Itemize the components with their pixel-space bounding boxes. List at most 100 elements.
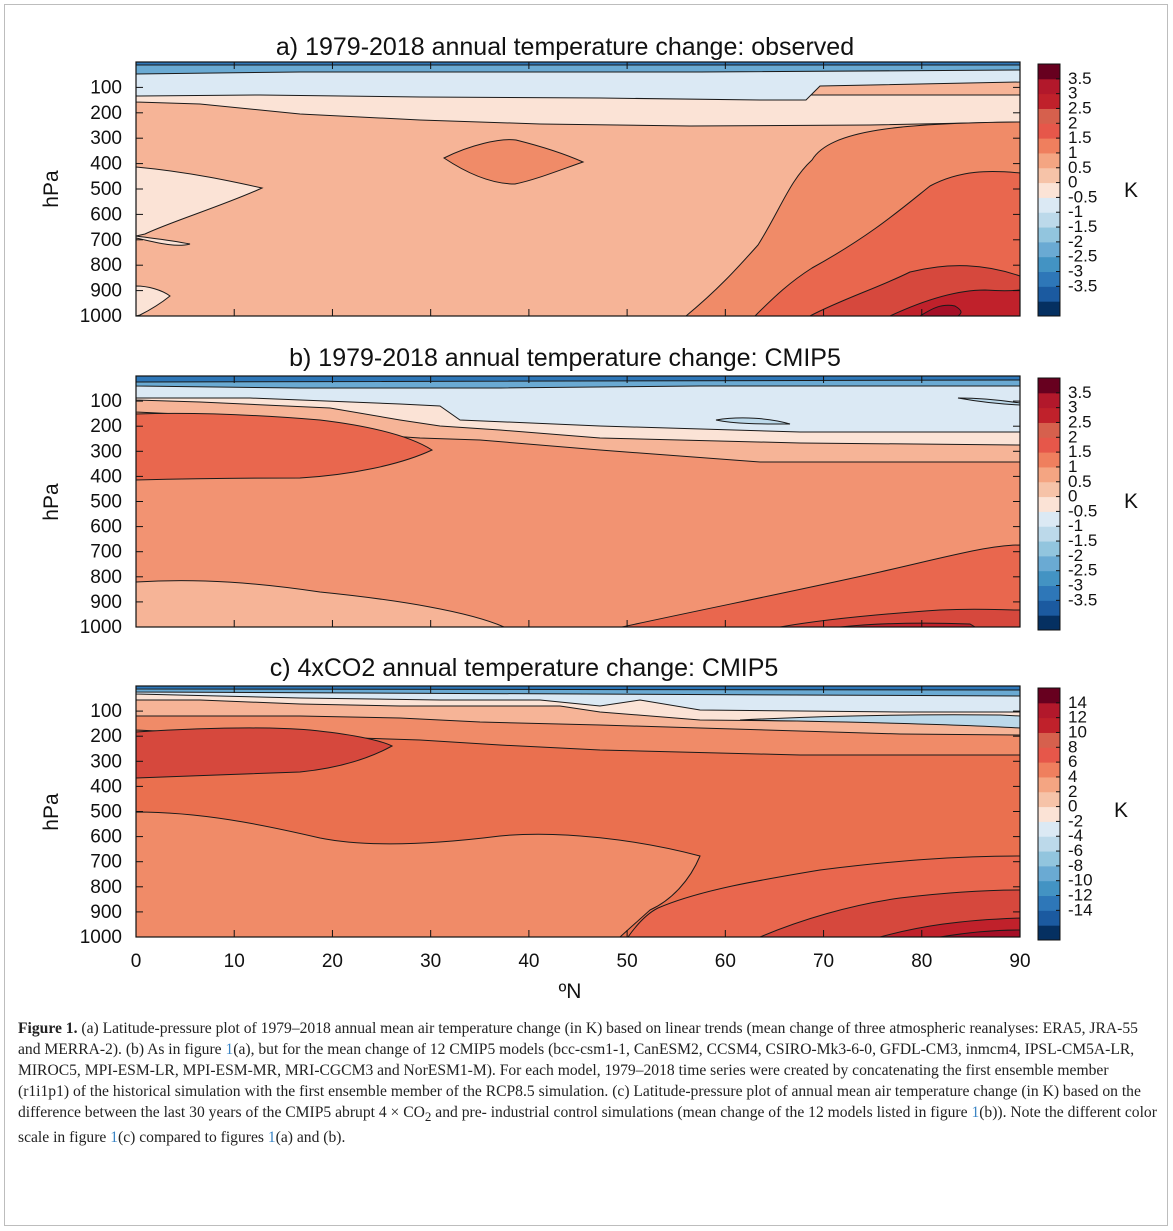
colorbar-tick-label: 2 [1068,113,1077,132]
colorbar-swatch [1038,378,1060,394]
colorbar-tick-label: -3 [1068,262,1083,281]
caption-subscript: 2 [424,1109,432,1125]
y-tick-label: 1000 [80,617,122,638]
caption-ref-link[interactable]: 1 [225,1041,234,1058]
colorbar-tick-label: -2 [1068,232,1083,251]
colorbar-frame [1037,377,1061,631]
panel-c-band-top-dark [136,686,1020,691]
panel-b-right-3 [839,622,976,627]
colorbar-tick-label: -1 [1068,516,1083,535]
colorbar-tick-label: 2 [1068,427,1077,446]
panel-b-ylabel: hPa [40,483,63,521]
colorbar-swatch [1038,407,1060,423]
figure-caption: Figure 1. (a) Latitude-pressure plot of … [18,1018,1158,1148]
caption-text-d: (b)). Note the different color scale in … [18,1104,1157,1147]
colorbar-tick-label: -0.5 [1068,501,1097,520]
colorbar-tick-label: 1.5 [1068,128,1092,147]
colorbar-swatch [1038,286,1060,302]
colorbar-tick-label: -2 [1068,811,1083,830]
y-tick-label: 300 [90,128,122,149]
panel-a-band-upper-light [136,94,1020,127]
colorbar-tick-label: -6 [1068,841,1083,860]
colorbar-swatch [1038,108,1060,124]
colorbar-swatch [1038,541,1060,557]
colorbar-swatch [1038,925,1060,941]
panel-c-yticks: 100 200 300 400 500 600 700 800 900 1000 [80,701,1020,948]
x-axis-label: ºN [559,980,582,1003]
colorbar-swatch [1038,821,1060,837]
colorbar-tick-label: -2.5 [1068,247,1097,266]
y-tick-label: 1000 [80,306,122,327]
panel-b-contours [136,376,1020,627]
colorbar-tick-label: -1 [1068,202,1083,221]
y-tick-label: 700 [90,542,122,563]
caption-label: Figure 1. [18,1020,78,1037]
panel-a-ylabel: hPa [40,170,63,208]
panel-a-contours [136,62,1020,316]
colorbar-swatch [1038,865,1060,882]
panel-b-sliver-right [957,397,1020,406]
panel-b-title: b) 1979-2018 annual temperature change: … [289,344,841,372]
caption-text-f: (a) and (b). [275,1129,346,1147]
colorbar-swatch [1038,511,1060,527]
panel-b-sliver-blue [715,417,791,425]
y-tick-label: 800 [90,567,122,588]
colorbar-swatch [1038,271,1060,287]
x-tick-label: 0 [131,951,142,972]
colorbar-tick-label: 2.5 [1068,98,1092,117]
panel-b-band-blue [136,376,1020,433]
panel-a-patch-bottom-left [136,285,171,316]
colorbar-tick-label: -1.5 [1068,531,1097,550]
colorbar-tick-label: 0.5 [1068,472,1092,491]
colorbar-tick-label: 2.5 [1068,412,1092,431]
colorbar-swatch [1038,526,1060,542]
panel-b-left-hot [136,412,434,481]
colorbar-tick-label: 14 [1068,693,1087,712]
y-tick-label: 200 [90,416,122,437]
caption-text-c: and pre- industrial control simulations … [431,1104,972,1121]
colorbar-swatch [1038,197,1060,213]
x-tick-label: 60 [715,951,736,972]
caption-ref-link[interactable]: 1 [267,1129,276,1147]
colorbar-swatch [1038,851,1060,867]
caption-text-a: (a) Latitude-pressure plot of 1979–2018 … [18,1020,1138,1058]
colorbar-swatch [1038,93,1060,109]
colorbar-swatch [1038,466,1060,483]
panel-a-title: a) 1979-2018 annual temperature change: … [276,33,854,61]
y-tick-label: 100 [90,391,122,412]
y-tick-label: 200 [90,726,122,747]
colorbar-swatch [1038,437,1060,453]
colorbar-tick-label: 3 [1068,84,1077,103]
panel-b-yticks: 100 200 300 400 500 600 700 800 900 1000 [80,391,1020,638]
y-tick-label: 500 [90,802,122,823]
colorbar-tick-label: 1.5 [1068,442,1092,461]
caption-ref-link[interactable]: 1 [971,1104,980,1121]
y-tick-label: 400 [90,154,122,175]
panel-b-colorbar-unit: K [1124,490,1138,513]
colorbar-swatch [1038,212,1060,228]
x-tick-label: 90 [1009,951,1030,972]
colorbar-swatch [1038,496,1060,512]
panel-c-mid [136,811,701,937]
panel-c-ylabel: hPa [40,793,63,831]
x-tick-label: 70 [813,951,834,972]
panel-c-blue-wedge [739,714,1020,729]
colorbar-tick-label: -2.5 [1068,561,1097,580]
colorbar-swatch [1038,762,1060,778]
colorbar-swatch [1038,64,1060,80]
y-tick-label: 800 [90,877,122,898]
colorbar-frame [1037,63,1061,317]
x-tick-label: 40 [518,951,539,972]
panel-a-patch-left-light [136,166,264,237]
panel-b-bottom-left [136,580,505,627]
panel-c-contours [136,686,1020,937]
colorbar-swatch [1038,688,1060,704]
colorbar-swatch [1038,895,1060,911]
colorbar-swatch [1038,600,1060,616]
colorbar-swatch [1038,152,1060,169]
colorbar-tick-label: 4 [1068,767,1077,786]
colorbar-swatch [1038,791,1060,808]
colorbar-tick-label: 0 [1068,487,1077,506]
caption-ref-link[interactable]: 1 [110,1129,119,1147]
colorbar-swatch [1038,747,1060,763]
